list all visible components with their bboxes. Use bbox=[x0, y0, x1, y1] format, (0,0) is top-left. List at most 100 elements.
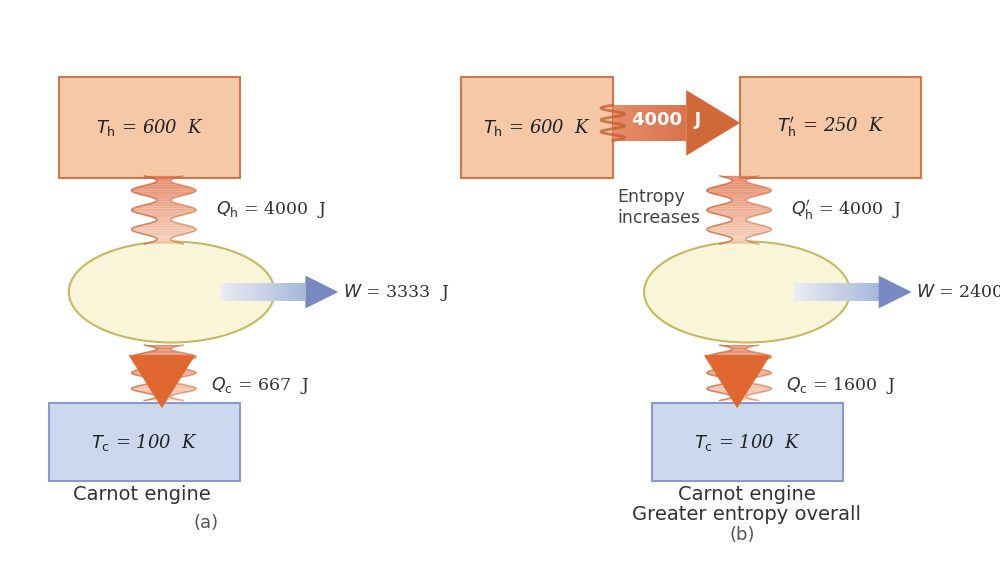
Bar bbox=[272, 283, 274, 301]
Polygon shape bbox=[132, 371, 196, 373]
Polygon shape bbox=[707, 191, 771, 193]
Bar bbox=[723, 366, 751, 367]
Polygon shape bbox=[143, 392, 185, 394]
Polygon shape bbox=[717, 185, 761, 186]
Bar bbox=[834, 283, 836, 301]
Polygon shape bbox=[143, 234, 185, 236]
Polygon shape bbox=[717, 360, 761, 362]
Polygon shape bbox=[716, 224, 762, 226]
Polygon shape bbox=[708, 231, 771, 232]
Polygon shape bbox=[707, 188, 771, 190]
Polygon shape bbox=[717, 195, 761, 196]
Polygon shape bbox=[144, 367, 183, 369]
Polygon shape bbox=[730, 237, 748, 239]
Polygon shape bbox=[129, 355, 195, 408]
Bar bbox=[240, 283, 243, 301]
Polygon shape bbox=[132, 210, 196, 211]
FancyBboxPatch shape bbox=[740, 77, 921, 178]
Polygon shape bbox=[729, 381, 749, 383]
Polygon shape bbox=[707, 227, 771, 229]
Text: 4000  J: 4000 J bbox=[632, 111, 701, 130]
Polygon shape bbox=[156, 348, 172, 350]
Polygon shape bbox=[718, 234, 760, 236]
Polygon shape bbox=[142, 360, 186, 362]
Bar bbox=[808, 283, 811, 301]
Polygon shape bbox=[714, 214, 764, 215]
Text: $Q_{\rm c}$ = 1600  J: $Q_{\rm c}$ = 1600 J bbox=[786, 375, 896, 396]
Text: $T_{\rm c}$ = 100  K: $T_{\rm c}$ = 100 K bbox=[91, 432, 198, 453]
FancyBboxPatch shape bbox=[652, 403, 843, 481]
Polygon shape bbox=[713, 205, 765, 206]
Bar bbox=[850, 283, 853, 301]
Bar bbox=[723, 356, 751, 357]
Polygon shape bbox=[132, 191, 196, 193]
Bar bbox=[797, 283, 800, 301]
Polygon shape bbox=[727, 347, 752, 348]
FancyBboxPatch shape bbox=[49, 403, 240, 481]
Bar bbox=[845, 283, 848, 301]
Polygon shape bbox=[155, 350, 173, 351]
Bar bbox=[226, 283, 229, 301]
Polygon shape bbox=[711, 391, 767, 392]
Polygon shape bbox=[156, 365, 172, 366]
Polygon shape bbox=[138, 205, 190, 206]
Polygon shape bbox=[132, 188, 196, 190]
Bar bbox=[683, 105, 686, 141]
Bar bbox=[291, 283, 294, 301]
Bar bbox=[148, 365, 176, 366]
Polygon shape bbox=[148, 222, 180, 224]
Bar bbox=[280, 283, 283, 301]
Polygon shape bbox=[723, 222, 755, 224]
Polygon shape bbox=[730, 350, 748, 351]
Bar bbox=[800, 283, 802, 301]
Bar bbox=[669, 105, 672, 141]
Bar bbox=[853, 283, 856, 301]
Bar bbox=[274, 283, 277, 301]
Bar bbox=[266, 283, 269, 301]
Bar bbox=[636, 105, 639, 141]
Bar bbox=[627, 105, 630, 141]
Bar bbox=[148, 362, 176, 363]
Bar bbox=[805, 283, 808, 301]
Polygon shape bbox=[149, 183, 179, 185]
Polygon shape bbox=[133, 370, 195, 371]
Polygon shape bbox=[132, 227, 196, 229]
Bar bbox=[624, 105, 627, 141]
Polygon shape bbox=[707, 355, 771, 356]
Bar bbox=[148, 366, 176, 367]
Bar bbox=[723, 357, 751, 358]
Polygon shape bbox=[155, 239, 173, 241]
Bar bbox=[630, 105, 633, 141]
Polygon shape bbox=[731, 180, 747, 181]
Bar bbox=[723, 361, 751, 362]
Text: Greater entropy overall: Greater entropy overall bbox=[632, 505, 861, 524]
Polygon shape bbox=[710, 226, 768, 227]
Polygon shape bbox=[136, 353, 192, 355]
Bar bbox=[814, 283, 817, 301]
Polygon shape bbox=[132, 231, 195, 232]
Bar bbox=[633, 105, 636, 141]
Bar bbox=[221, 283, 224, 301]
Polygon shape bbox=[718, 392, 760, 394]
Bar bbox=[680, 105, 683, 141]
Bar bbox=[862, 283, 865, 301]
Polygon shape bbox=[721, 377, 758, 379]
Polygon shape bbox=[132, 388, 196, 389]
Bar bbox=[842, 283, 845, 301]
Polygon shape bbox=[305, 275, 338, 309]
Bar bbox=[288, 283, 291, 301]
Polygon shape bbox=[144, 345, 183, 347]
Polygon shape bbox=[149, 236, 178, 237]
Text: $T_{\rm h}$ = 600  K: $T_{\rm h}$ = 600 K bbox=[483, 117, 591, 139]
Polygon shape bbox=[709, 211, 770, 214]
Bar bbox=[243, 283, 246, 301]
Bar bbox=[224, 283, 226, 301]
Bar bbox=[666, 105, 669, 141]
Bar bbox=[865, 283, 867, 301]
Bar bbox=[802, 283, 805, 301]
Polygon shape bbox=[711, 232, 767, 234]
Polygon shape bbox=[707, 387, 771, 388]
Text: (a): (a) bbox=[193, 514, 219, 532]
Polygon shape bbox=[729, 220, 749, 222]
Polygon shape bbox=[144, 203, 183, 205]
